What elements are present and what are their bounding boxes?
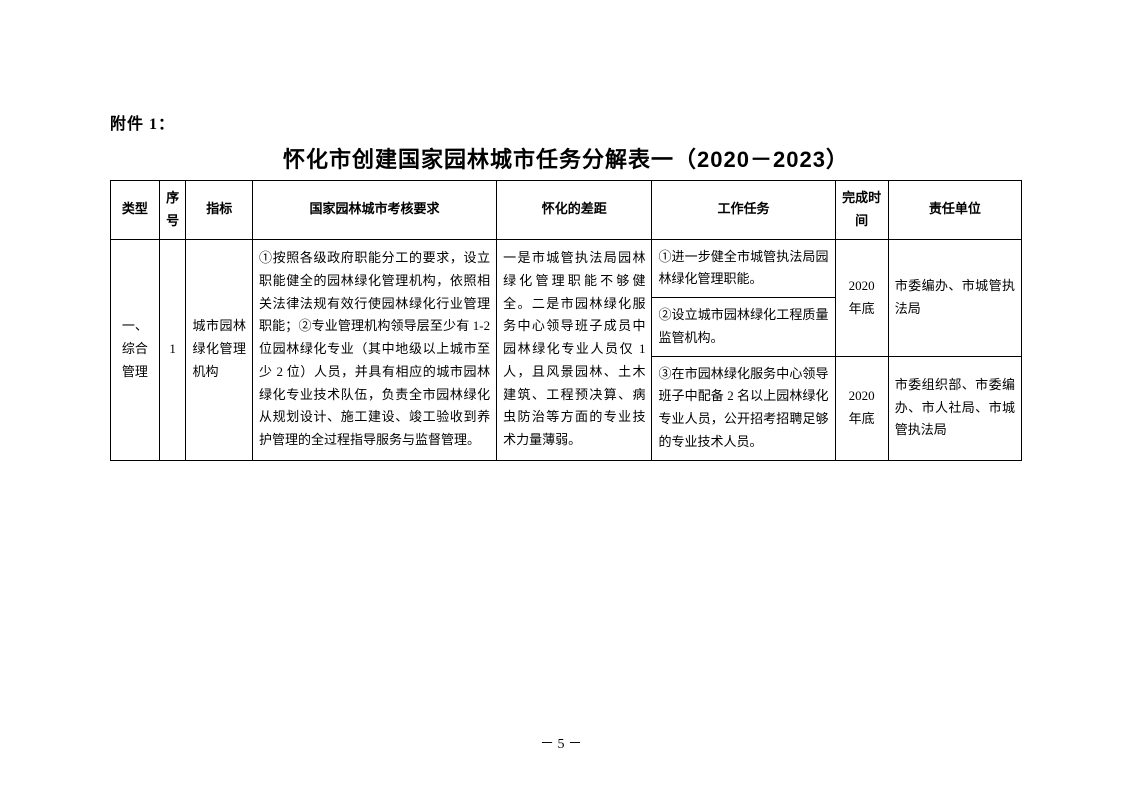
page-title: 怀化市创建国家园林城市任务分解表一（2020－2023） [110,142,1022,174]
col-header-time: 完成时间 [835,181,888,240]
attachment-label: 附件 1： [110,110,1022,134]
cell-type: 一、综合管理 [111,239,160,460]
col-header-task: 工作任务 [652,181,835,240]
cell-time-1: 2020 年底 [835,239,888,356]
document-page: 附件 1： 怀化市创建国家园林城市任务分解表一（2020－2023） 类型 序号… [0,0,1122,461]
cell-indicator: 城市园林绿化管理机构 [186,239,253,460]
col-header-type: 类型 [111,181,160,240]
cell-task-1: ①进一步健全市城管执法局园林绿化管理职能。 [652,239,835,298]
cell-task-2: ②设立城市园林绿化工程质量监管机构。 [652,298,835,357]
cell-requirement: ①按照各级政府职能分工的要求，设立职能健全的园林绿化管理机构，依照相关法律法规有… [253,239,497,460]
cell-seq: 1 [159,239,186,460]
col-header-gap: 怀化的差距 [497,181,652,240]
col-header-seq: 序号 [159,181,186,240]
task-table: 类型 序号 指标 国家园林城市考核要求 怀化的差距 工作任务 完成时间 责任单位… [110,180,1022,461]
cell-gap: 一是市城管执法局园林绿化管理职能不够健全。二是市园林绿化服务中心领导班子成员中园… [497,239,652,460]
page-number: － 5 － [0,733,1122,753]
col-header-requirement: 国家园林城市考核要求 [253,181,497,240]
col-header-unit: 责任单位 [888,181,1021,240]
cell-time-3: 2020 年底 [835,356,888,460]
cell-task-3: ③在市园林绿化服务中心领导班子中配备 2 名以上园林绿化专业人员，公开招考招聘足… [652,356,835,460]
cell-unit-1: 市委编办、市城管执法局 [888,239,1021,356]
col-header-indicator: 指标 [186,181,253,240]
table-header-row: 类型 序号 指标 国家园林城市考核要求 怀化的差距 工作任务 完成时间 责任单位 [111,181,1022,240]
table-row: 一、综合管理 1 城市园林绿化管理机构 ①按照各级政府职能分工的要求，设立职能健… [111,239,1022,298]
cell-unit-3: 市委组织部、市委编办、市人社局、市城管执法局 [888,356,1021,460]
